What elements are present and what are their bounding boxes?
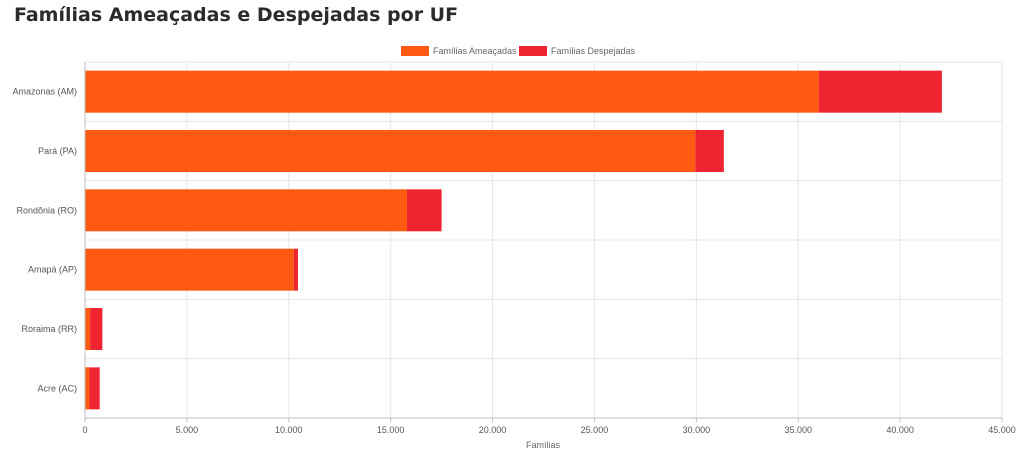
bar-despejadas <box>818 70 942 113</box>
y-tick-label: Amapá (AP) <box>28 265 77 275</box>
page-title: Famílias Ameaçadas e Despejadas por UF <box>14 4 459 26</box>
bar-ameacadas <box>85 248 294 291</box>
x-tick-label: 45.000 <box>988 425 1016 435</box>
x-tick-label: 35.000 <box>784 425 812 435</box>
bar-ameacadas <box>85 367 90 410</box>
bar-ameacadas <box>85 130 696 172</box>
bar-despejadas <box>695 130 724 172</box>
x-tick-label: 30.000 <box>683 425 711 435</box>
bar-ameacadas <box>85 70 819 113</box>
bar-despejadas <box>90 308 103 350</box>
y-tick-label: Pará (PA) <box>38 146 77 156</box>
axes: Amazonas (AM) Pará (PA) Rondônia (RO) Amapá… <box>12 62 1016 435</box>
x-tick-label: 5.000 <box>176 425 199 435</box>
legend-swatch-despejadas[interactable] <box>519 46 547 56</box>
x-tick-label: 0 <box>82 425 87 435</box>
legend-label-ameacadas[interactable]: Famílias Ameaçadas <box>433 46 517 56</box>
x-axis-title: Famílias <box>526 440 561 450</box>
x-tick-label: 15.000 <box>377 425 405 435</box>
x-tick-label: 40.000 <box>886 425 914 435</box>
bar-ameacadas <box>85 308 91 350</box>
y-tick-label: Amazonas (AM) <box>12 87 77 97</box>
bar-despejadas <box>89 367 100 410</box>
x-tick-label: 10.000 <box>275 425 303 435</box>
y-tick-label: Rondônia (RO) <box>16 205 77 215</box>
x-tick-label: 25.000 <box>581 425 609 435</box>
bar-despejadas <box>293 248 298 291</box>
grid-lines <box>84 61 1003 419</box>
legend-label-despejadas[interactable]: Famílias Despejadas <box>551 46 636 56</box>
legend-swatch-ameacadas[interactable] <box>401 46 429 56</box>
x-tick-label: 20.000 <box>479 425 507 435</box>
y-tick-label: Roraima (RR) <box>21 324 77 334</box>
legend[interactable]: Famílias Ameaçadas Famílias Despejadas <box>401 46 636 56</box>
bars <box>85 70 942 410</box>
y-tick-label: Acre (AC) <box>37 383 77 393</box>
bar-ameacadas <box>85 189 407 232</box>
bar-despejadas <box>406 189 442 232</box>
